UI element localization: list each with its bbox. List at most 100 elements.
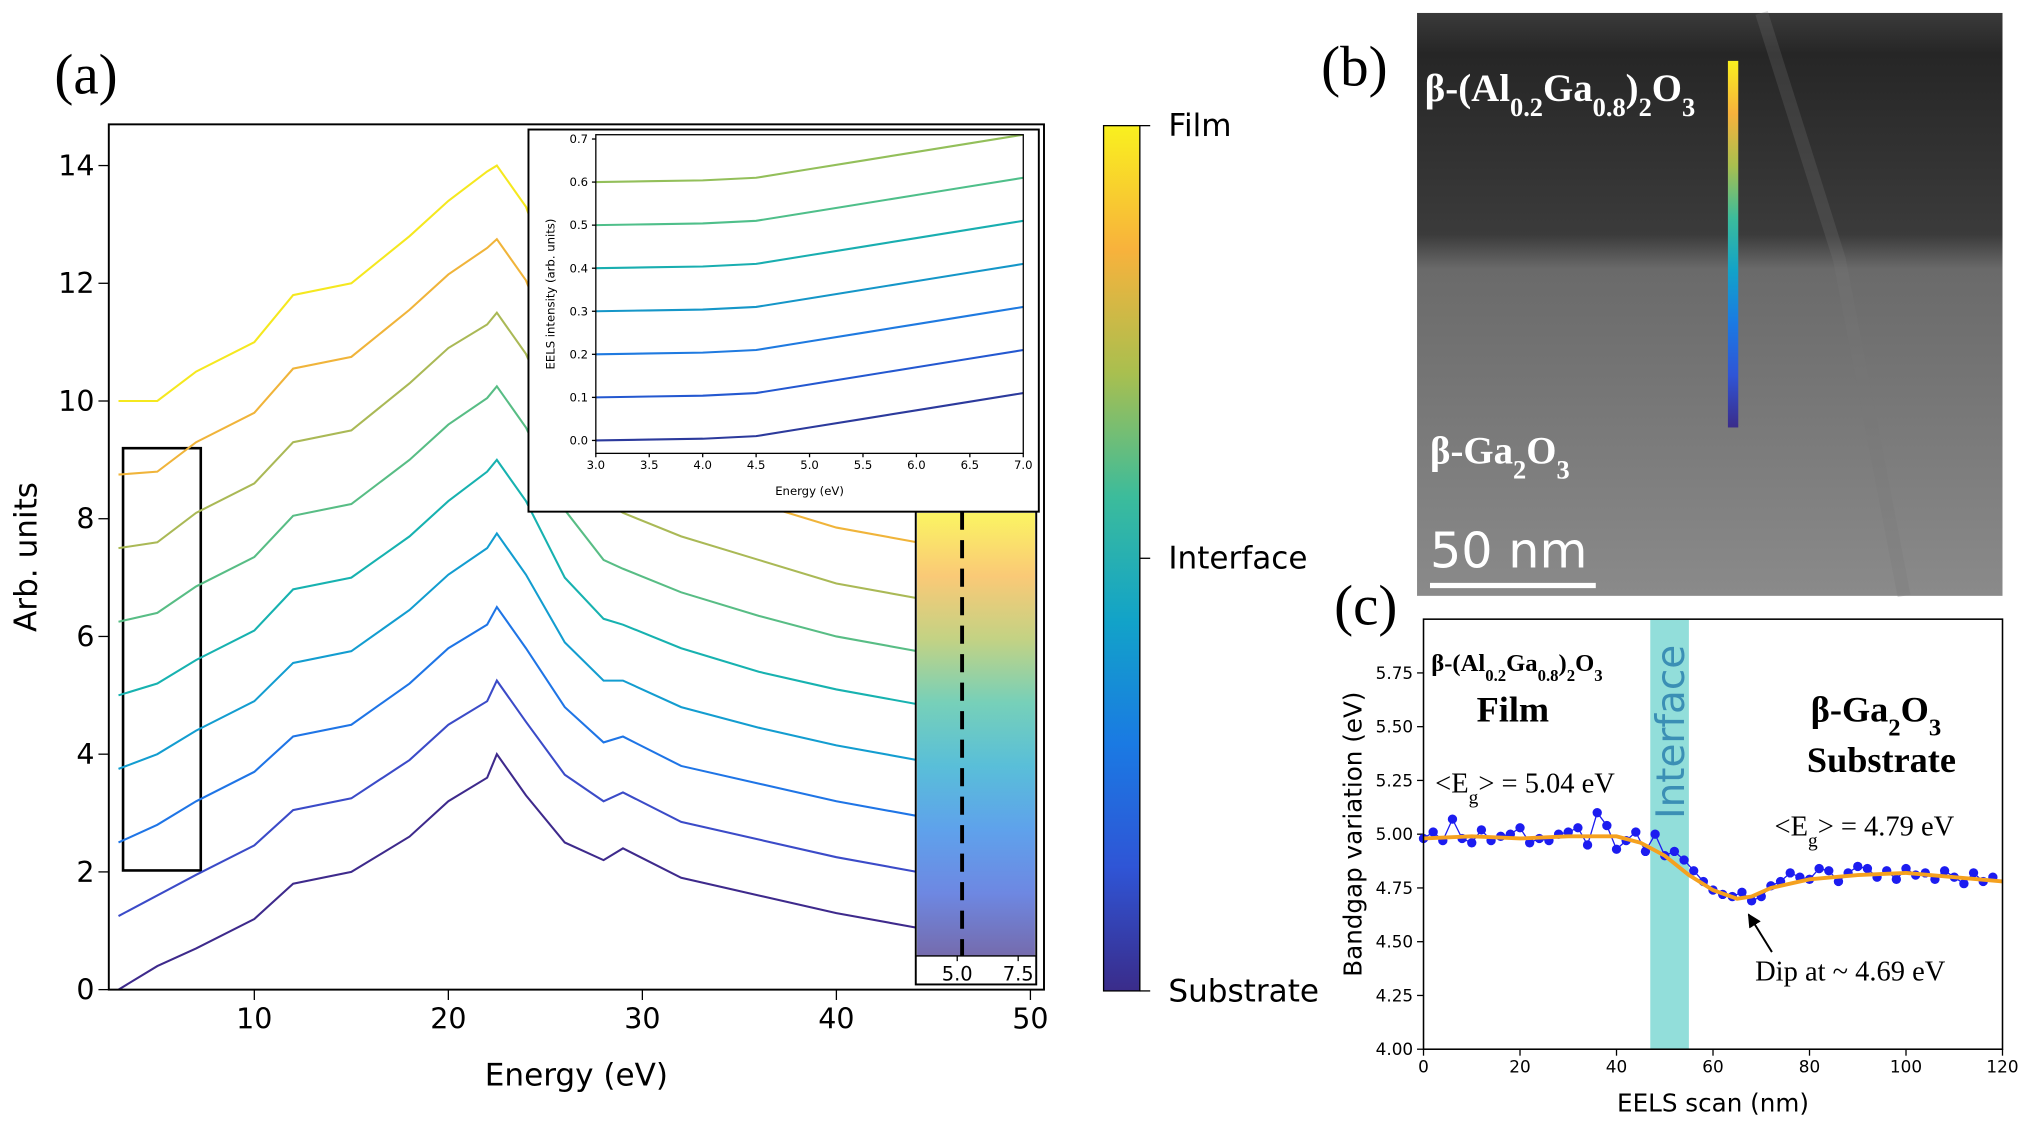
y-tick-label: 0.0 bbox=[570, 434, 589, 448]
data-point bbox=[1968, 868, 1979, 878]
y-tick-label: 4.00 bbox=[1376, 1039, 1413, 1059]
data-point bbox=[1785, 868, 1795, 878]
y-tick-label: 0.3 bbox=[570, 304, 589, 318]
panel-label: (b) bbox=[1321, 35, 1387, 98]
data-point bbox=[1824, 866, 1834, 876]
y-tick-label: 5.50 bbox=[1376, 717, 1413, 737]
series-line bbox=[118, 458, 1031, 715]
y-tick-label: 0 bbox=[76, 974, 94, 1007]
x-tick-label: 4.0 bbox=[693, 458, 712, 472]
text-part: 2 bbox=[1639, 92, 1652, 122]
text-part: ) bbox=[1559, 650, 1567, 677]
annotation: <Eg> = 4.79 eV bbox=[1775, 811, 1955, 851]
y-tick-label: 4 bbox=[76, 738, 94, 771]
data-point bbox=[1891, 874, 1902, 885]
micrograph-image bbox=[1417, 12, 2003, 596]
y-tick-label: 0.2 bbox=[570, 347, 589, 361]
x-tick-label: 4.5 bbox=[747, 458, 766, 472]
x-tick-label: 20 bbox=[1509, 1057, 1530, 1077]
text-part: O bbox=[1575, 650, 1594, 677]
y-axis-label: EELS intensity (arb. units) bbox=[543, 219, 557, 370]
inset-frame bbox=[595, 134, 1024, 455]
annotation: β-Ga2O3 bbox=[1811, 689, 1941, 741]
x-tick-label: 120 bbox=[1986, 1057, 2018, 1077]
x-tick-label: 7.0 bbox=[1014, 458, 1033, 472]
y-axis-label: Bandgap variation (eV) bbox=[1338, 692, 1367, 977]
colorbar-label: Film bbox=[1168, 108, 1231, 144]
series-line bbox=[118, 384, 1031, 662]
y-tick-label: 4.75 bbox=[1376, 878, 1413, 898]
annotation: Film bbox=[1477, 689, 1549, 729]
colorbar bbox=[1102, 124, 1141, 992]
series-line bbox=[595, 348, 1024, 399]
annotation: β-(Al0.2Ga0.8)2O3 bbox=[1431, 650, 1602, 685]
text-part: g bbox=[1469, 787, 1479, 808]
x-tick-label: 0 bbox=[1418, 1057, 1429, 1077]
x-tick-label: 3.0 bbox=[587, 458, 606, 472]
data-point bbox=[1862, 863, 1873, 874]
x-tick-label: 5.0 bbox=[942, 963, 973, 986]
data-point bbox=[1467, 838, 1477, 848]
text-part: O bbox=[1526, 430, 1556, 473]
x-axis-label: Energy (eV) bbox=[775, 484, 844, 498]
film-label: β-(Al0.2Ga0.8)2O3 bbox=[1425, 67, 1695, 122]
data-point bbox=[1515, 823, 1525, 833]
x-tick-label: 6.0 bbox=[907, 458, 926, 472]
data-point bbox=[1939, 866, 1950, 876]
text-part: 2 bbox=[1888, 714, 1900, 741]
highlight-box bbox=[121, 446, 203, 872]
x-tick-label: 40 bbox=[818, 1002, 854, 1035]
x-tick-label: 80 bbox=[1799, 1057, 1820, 1077]
series-line bbox=[595, 219, 1024, 270]
text-part: 3 bbox=[1594, 665, 1602, 684]
y-tick-label: 10 bbox=[58, 385, 94, 418]
panel-label: (c) bbox=[1334, 574, 1397, 637]
interface-label: Interface bbox=[1649, 645, 1694, 819]
text-part: 0.2 bbox=[1485, 665, 1506, 684]
data-point bbox=[1901, 863, 1911, 874]
y-tick-label: 0.6 bbox=[570, 175, 589, 189]
text-part: 0.8 bbox=[1538, 665, 1559, 684]
y-tick-label: 14 bbox=[58, 150, 94, 183]
data-point bbox=[1650, 829, 1660, 839]
text-part: Ga bbox=[1506, 650, 1537, 677]
y-tick-label: 0.7 bbox=[570, 132, 589, 146]
text-part: 3 bbox=[1556, 455, 1569, 485]
x-tick-label: 7.5 bbox=[1003, 963, 1034, 986]
data-point bbox=[1476, 825, 1487, 835]
text-part: O bbox=[1901, 689, 1929, 729]
x-tick-label: 20 bbox=[430, 1002, 466, 1035]
text-part: 2 bbox=[1567, 665, 1575, 684]
y-tick-label: 6 bbox=[76, 620, 94, 653]
series-line bbox=[595, 392, 1024, 442]
text-part: 2 bbox=[1513, 455, 1526, 485]
y-tick-label: 12 bbox=[58, 267, 94, 300]
x-tick-label: 3.5 bbox=[640, 458, 659, 472]
text-part: β-Ga bbox=[1811, 689, 1888, 729]
data-point bbox=[1582, 840, 1593, 850]
series-line bbox=[117, 752, 1031, 990]
series-line bbox=[118, 605, 1031, 844]
data-point bbox=[1853, 861, 1863, 872]
x-tick-label: 5.5 bbox=[854, 458, 873, 472]
data-point bbox=[1737, 887, 1747, 897]
series-line bbox=[595, 305, 1024, 356]
y-tick-label: 8 bbox=[76, 503, 94, 536]
y-tick-label: 0.1 bbox=[570, 390, 589, 404]
annotation: <Eg> = 5.04 eV bbox=[1435, 769, 1615, 809]
data-point bbox=[1833, 876, 1844, 887]
series-line bbox=[1423, 834, 2003, 901]
data-point bbox=[1428, 827, 1438, 837]
y-tick-label: 5.25 bbox=[1376, 770, 1413, 790]
plot-frame bbox=[107, 123, 1045, 991]
data-point bbox=[1640, 846, 1651, 857]
y-axis-label: Arb. units bbox=[8, 482, 44, 632]
x-tick-label: 60 bbox=[1702, 1057, 1723, 1077]
text-part: 0.8 bbox=[1593, 92, 1626, 122]
x-tick-label: 50 bbox=[1012, 1002, 1048, 1035]
x-tick-label: 5.0 bbox=[800, 458, 819, 472]
zoom-inset-spectra bbox=[917, 512, 1035, 956]
substrate-label: β-Ga2O3 bbox=[1430, 430, 1570, 485]
